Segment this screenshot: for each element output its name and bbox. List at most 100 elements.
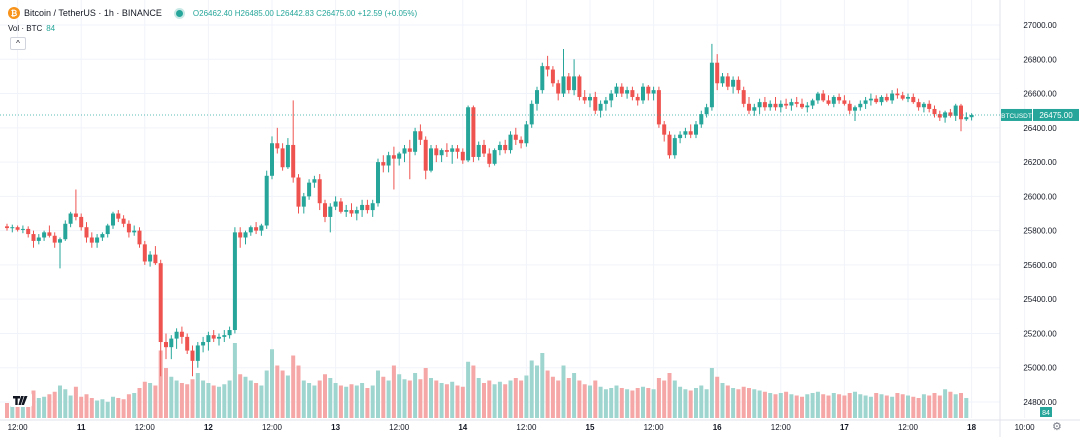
candle-body <box>619 86 624 94</box>
volume-bar <box>948 391 953 418</box>
tradingview-logo[interactable] <box>10 393 32 407</box>
candle-body <box>736 79 741 91</box>
candle-body <box>757 102 762 108</box>
price-tick-label: 26600.00 <box>1023 90 1057 99</box>
candle-body <box>195 345 200 361</box>
candle-body <box>519 139 524 144</box>
volume-bar <box>545 370 550 418</box>
volume-bar <box>842 395 847 418</box>
candle-body <box>704 107 709 115</box>
low-value: L26442.83 <box>276 8 314 18</box>
volume-bar <box>921 394 926 418</box>
candle-body <box>79 216 84 228</box>
candle-body <box>349 210 354 214</box>
close-value: C26475.00 <box>316 8 356 18</box>
volume-bar <box>243 376 248 418</box>
candle-body <box>863 100 868 104</box>
candle-body <box>747 103 751 111</box>
volume-bar <box>736 389 741 418</box>
candle-body <box>577 76 582 97</box>
candle-body <box>179 331 184 337</box>
candle-body <box>916 102 921 108</box>
volume-bar <box>694 388 698 418</box>
volume-bar <box>598 386 603 418</box>
candle-body <box>487 153 492 164</box>
volume-bar <box>540 353 545 418</box>
candle-body <box>964 117 969 120</box>
gear-icon[interactable]: ⚙ <box>1052 421 1062 433</box>
candle-body <box>338 201 343 212</box>
candlesticks <box>5 43 974 377</box>
candle-body <box>609 93 614 101</box>
volume-bar <box>270 349 274 418</box>
time-tick-label: 12 <box>204 423 213 432</box>
volume-bar <box>105 401 110 418</box>
price-tick-label: 24800.00 <box>1023 398 1057 407</box>
candle-body <box>651 90 656 94</box>
time-axis[interactable]: 12:00 11 12:00 12 12:00 13 12:00 14 12:00 15 12:00… <box>8 423 1036 432</box>
candle-body <box>731 79 736 87</box>
candle-body <box>890 93 895 101</box>
candle-body <box>492 150 497 164</box>
symbol-title[interactable]: Bitcoin / TetherUS · 1h · BINANCE <box>24 8 162 18</box>
candle-body <box>222 335 227 337</box>
candle-body <box>418 131 423 140</box>
volume-bar <box>153 385 158 418</box>
time-tick-label: 12:00 <box>516 423 537 432</box>
volume-legend[interactable]: Vol · BTC 84 <box>8 24 55 33</box>
candle-body <box>238 232 243 238</box>
volume-bar <box>174 380 179 418</box>
candle-body <box>821 93 826 101</box>
candle-body <box>264 175 269 226</box>
volume-bar <box>778 393 783 418</box>
symbol-tag <box>1001 108 1032 121</box>
volume-bar <box>747 388 751 418</box>
volume-bar <box>455 385 460 418</box>
volume-bar <box>179 383 184 418</box>
volume-bar <box>79 396 84 418</box>
candle-body <box>370 203 375 211</box>
volume-bar <box>699 385 704 418</box>
volume-bar <box>5 403 9 418</box>
price-tick-label: 26800.00 <box>1023 55 1057 64</box>
candle-body <box>201 342 206 346</box>
volume-bar <box>264 370 269 418</box>
symbol-legend[interactable]: ₿ Bitcoin / TetherUS · 1h · BINANCE O264… <box>8 7 417 19</box>
time-tick-label: 12:00 <box>262 423 283 432</box>
volume-bar <box>232 343 237 418</box>
candle-body <box>762 102 767 108</box>
volume-bar <box>794 395 799 418</box>
volume-bar <box>142 381 147 418</box>
candle-body <box>429 148 433 171</box>
volume-bar <box>715 376 720 418</box>
volume-bar <box>672 380 677 418</box>
candle-body <box>683 131 688 135</box>
volume-bar <box>731 388 736 418</box>
candle-body <box>625 90 630 94</box>
volume-bar <box>126 394 131 418</box>
candle-body <box>455 148 460 152</box>
volume-bar <box>826 395 831 418</box>
volume-bar <box>863 395 868 418</box>
volume-bar <box>365 388 370 418</box>
price-tick-label: 25600.00 <box>1023 261 1057 270</box>
candle-body <box>672 138 677 156</box>
candle-body <box>540 66 545 91</box>
candle-body <box>460 151 465 161</box>
volume-bar <box>524 375 529 418</box>
volume-bar <box>132 393 137 418</box>
volume-bar <box>206 383 211 418</box>
volume-bar <box>121 399 126 418</box>
candle-body <box>185 336 190 351</box>
volume-bar <box>561 365 566 418</box>
candle-body <box>603 100 608 104</box>
volume-bar <box>222 384 227 418</box>
candle-body <box>63 223 68 240</box>
collapse-legend-button[interactable]: ^ <box>10 37 26 50</box>
volume-bar <box>810 393 815 418</box>
candle-body <box>805 105 810 108</box>
price-axis[interactable]: 24800.00 25000.00 25200.00 25400.00 25600.00… <box>1023 21 1057 407</box>
volume-bar <box>784 391 789 418</box>
candle-body <box>121 218 126 224</box>
